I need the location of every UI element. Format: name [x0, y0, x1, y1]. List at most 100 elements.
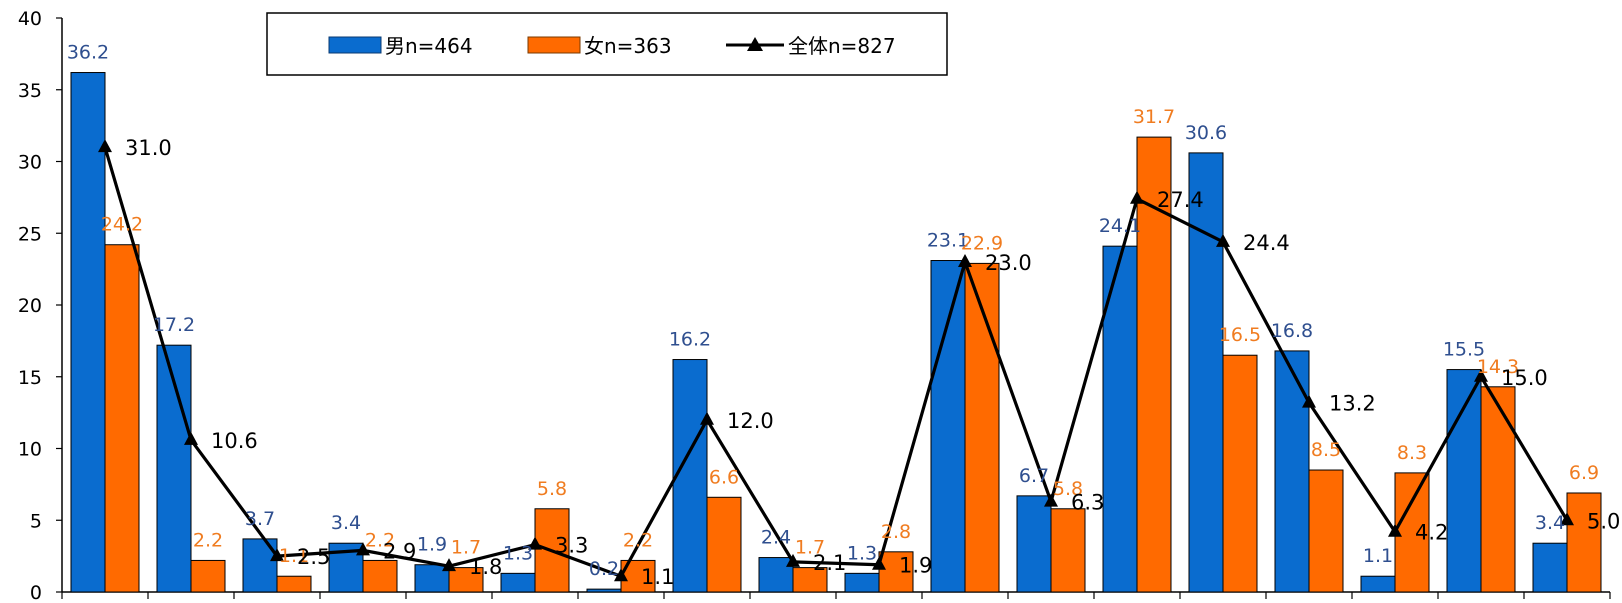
- bars: [70, 72, 1602, 593]
- bar-female: [878, 551, 914, 593]
- total-marker: [98, 139, 112, 153]
- label-female: 1.7: [451, 537, 481, 559]
- total-polyline: [103, 146, 1569, 578]
- label-male: 6.7: [1019, 465, 1049, 487]
- label-male: 2.4: [761, 527, 791, 549]
- label-male: 1.3: [847, 542, 877, 564]
- label-male: 3.4: [331, 512, 361, 534]
- label-total: 1.8: [469, 555, 502, 579]
- bar-female: [706, 496, 742, 593]
- axes: 0 5 10 15 20 25 30 35 40: [18, 8, 1611, 603]
- bar-female: [1222, 354, 1258, 593]
- label-female: 22.9: [961, 232, 1003, 254]
- bar-male: [844, 572, 880, 593]
- total-marker: [786, 553, 800, 567]
- y-tick-label: 15: [18, 367, 42, 389]
- legend-marker-total: [747, 37, 763, 51]
- label-female: 16.5: [1219, 324, 1261, 346]
- total-marker: [872, 556, 886, 570]
- legend-label-total: 全体n=827: [788, 34, 896, 58]
- label-total: 5.0: [1587, 509, 1620, 533]
- label-male: 36.2: [67, 42, 109, 64]
- total-marker: [614, 568, 628, 582]
- y-tick-label: 0: [30, 582, 42, 603]
- label-female: 1.1: [279, 545, 309, 567]
- label-total: 10.6: [211, 429, 258, 453]
- total-marker: [700, 411, 714, 425]
- total-marker: [1560, 512, 1574, 526]
- total-marker: [184, 431, 198, 445]
- label-female: 8.5: [1311, 439, 1341, 461]
- total-marker: [270, 548, 284, 562]
- label-total: 3.3: [555, 534, 588, 558]
- label-male: 1.1: [1363, 545, 1393, 567]
- label-total: 1.1: [641, 565, 674, 589]
- label-total: 24.4: [1243, 231, 1290, 255]
- bar-female: [1480, 386, 1516, 593]
- total-marker: [528, 536, 542, 550]
- total-marker: [1130, 190, 1144, 204]
- label-total: 23.0: [985, 251, 1032, 275]
- y-tick-label: 5: [30, 510, 42, 532]
- bar-male: [1188, 152, 1224, 593]
- total-marker: [1044, 493, 1058, 507]
- total-marker: [356, 542, 370, 556]
- total-marker: [958, 253, 972, 267]
- label-female: 6.6: [709, 466, 739, 488]
- label-total: 1.9: [899, 554, 932, 578]
- bar-male: [1360, 575, 1396, 593]
- bar-female: [276, 575, 312, 593]
- label-total: 27.4: [1157, 188, 1204, 212]
- label-male: 1.9: [417, 534, 447, 556]
- bar-male: [1016, 495, 1052, 593]
- legend-swatch-male: [328, 36, 382, 54]
- total-marker: [1302, 394, 1316, 408]
- label-total: 4.2: [1415, 521, 1448, 545]
- bar-female: [362, 559, 398, 593]
- legend-label-male: 男n=464: [385, 34, 473, 58]
- y-tick-label: 35: [18, 80, 42, 102]
- label-male: 3.4: [1535, 512, 1565, 534]
- bar-male: [1532, 542, 1568, 593]
- label-male: 1.3: [503, 542, 533, 564]
- total-marker: [1388, 523, 1402, 537]
- label-female: 8.3: [1397, 442, 1427, 464]
- bar-male: [930, 260, 966, 593]
- label-total: 15.0: [1501, 366, 1548, 390]
- bar-female: [792, 567, 828, 593]
- bar-female: [1308, 469, 1344, 593]
- bar-female: [190, 559, 226, 593]
- bar-female: [1050, 508, 1086, 593]
- label-male: 16.8: [1271, 320, 1313, 342]
- bar-female: [448, 567, 484, 593]
- bar-male: [758, 557, 794, 593]
- y-tick-label: 10: [18, 439, 42, 461]
- label-female: 6.9: [1569, 462, 1599, 484]
- label-male: 3.7: [245, 508, 275, 530]
- label-female: 1.7: [795, 537, 825, 559]
- label-female: 24.2: [101, 214, 143, 236]
- bar-male: [1446, 369, 1482, 593]
- total-line: [98, 139, 1574, 582]
- label-total: 2.5: [297, 545, 330, 569]
- data-labels: 36.224.217.22.23.71.13.42.2 1.9 1.7 1.35.80…: [67, 42, 1621, 590]
- label-female: 5.8: [1053, 478, 1083, 500]
- total-marker: [442, 558, 456, 572]
- legend: 男n=464 女n=363 全体n=827: [266, 12, 948, 76]
- total-marker: [1216, 233, 1230, 247]
- legend-swatch-female: [527, 36, 581, 54]
- bar-female: [104, 244, 140, 593]
- label-total: 2.9: [383, 539, 416, 563]
- bar-male: [672, 359, 708, 593]
- label-male: 23.1: [927, 230, 969, 252]
- label-total: 2.1: [813, 551, 846, 575]
- y-tick-label: 30: [18, 152, 42, 174]
- total-marker: [1474, 368, 1488, 382]
- y-tick-label: 20: [18, 295, 42, 317]
- label-male: 24.1: [1099, 215, 1141, 237]
- label-female: 2.2: [193, 529, 223, 551]
- bar-male: [500, 572, 536, 593]
- label-male: 30.6: [1185, 122, 1227, 144]
- label-male: 0.2: [589, 558, 619, 580]
